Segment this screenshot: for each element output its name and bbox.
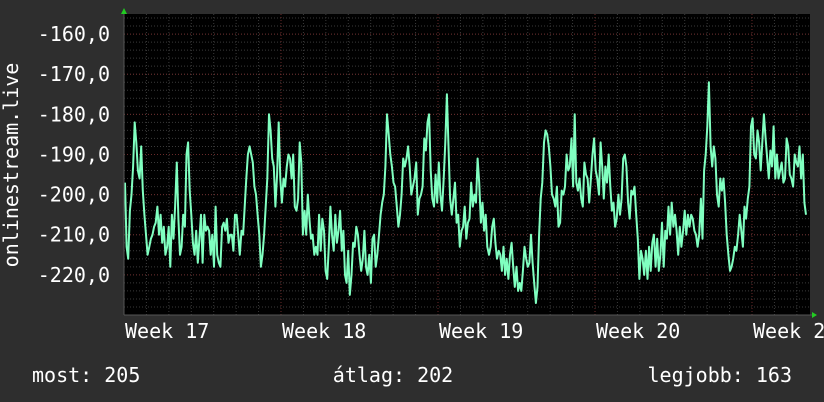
y-axis-label: onlinestream.live [0,63,23,268]
x-tick-label: Week 19 [439,319,523,343]
y-axis-ticks: -160,0 -170,0 -180,0 -190,0 -200,0 -210,0 -220… [38,22,110,287]
y-tick-label: -160,0 [38,22,110,46]
stat-current: most: 205 [32,363,140,387]
x-tick-label: Week 18 [282,319,366,343]
plot-area [124,14,810,315]
stat-best: legjobb: 163 [648,363,793,387]
stat-average: átlag: 202 [333,363,453,387]
y-tick-label: -170,0 [38,62,110,86]
x-tick-label: Week 17 [125,319,209,343]
x-tick-label: Week 20 [596,319,680,343]
y-axis-arrow-icon [121,8,127,14]
y-tick-label: -220,0 [38,263,110,287]
x-axis-ticks: Week 17 Week 18 Week 19 Week 20 Week 2 [125,319,824,343]
y-tick-label: -210,0 [38,223,110,247]
series-line [124,81,807,304]
y-tick-label: -190,0 [38,142,110,166]
y-tick-label: -180,0 [38,102,110,126]
x-axis-arrow-icon [812,312,817,318]
x-tick-label: Week 2 [753,319,824,343]
y-tick-label: -200,0 [38,183,110,207]
